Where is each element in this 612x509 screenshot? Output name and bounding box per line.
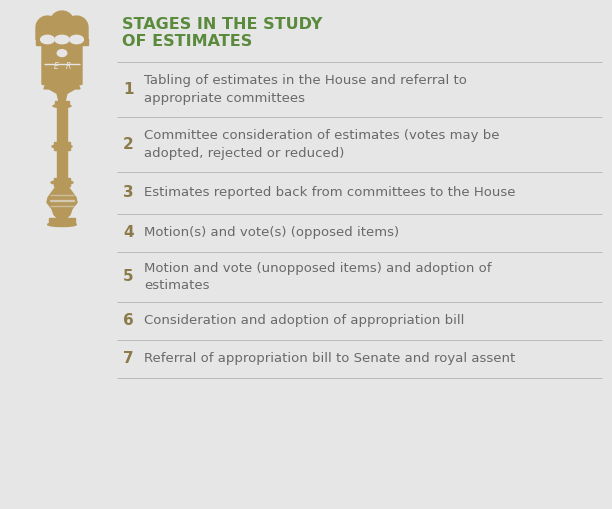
Text: Motion(s) and vote(s) (opposed items): Motion(s) and vote(s) (opposed items) bbox=[144, 227, 399, 240]
Bar bbox=[44, 64, 80, 65]
Ellipse shape bbox=[59, 38, 65, 41]
Text: Motion and vote (unopposed items) and adoption of
estimates: Motion and vote (unopposed items) and ad… bbox=[144, 262, 491, 292]
Bar bbox=[59, 16, 65, 17]
Text: Committee consideration of estimates (votes may be
adopted, rejected or reduced): Committee consideration of estimates (vo… bbox=[144, 129, 499, 160]
Polygon shape bbox=[44, 83, 80, 101]
Bar bbox=[49, 218, 75, 224]
Bar bbox=[61, 12, 62, 25]
Ellipse shape bbox=[55, 35, 69, 44]
Bar bbox=[50, 200, 74, 201]
Text: 6: 6 bbox=[123, 314, 134, 328]
Text: Referral of appropriation bill to Senate and royal assent: Referral of appropriation bill to Senate… bbox=[144, 353, 515, 365]
Text: 1: 1 bbox=[123, 82, 133, 97]
Polygon shape bbox=[47, 186, 77, 218]
Bar bbox=[54, 149, 70, 151]
Text: Estimates reported back from committees to the House: Estimates reported back from committees … bbox=[144, 186, 515, 200]
Text: 3: 3 bbox=[123, 185, 133, 201]
Text: 5: 5 bbox=[123, 269, 133, 285]
Text: 4: 4 bbox=[123, 225, 133, 240]
Text: R: R bbox=[65, 62, 70, 71]
Text: 7: 7 bbox=[123, 352, 133, 366]
Bar bbox=[57, 107, 67, 110]
Text: STAGES IN THE STUDY: STAGES IN THE STUDY bbox=[122, 17, 323, 32]
Bar bbox=[36, 40, 88, 45]
Text: E: E bbox=[54, 62, 58, 71]
Ellipse shape bbox=[70, 35, 83, 44]
Text: OF ESTIMATES: OF ESTIMATES bbox=[122, 35, 252, 49]
Bar bbox=[57, 110, 67, 143]
Bar bbox=[57, 151, 67, 179]
Ellipse shape bbox=[58, 50, 67, 56]
Text: 2: 2 bbox=[123, 137, 134, 152]
Text: Consideration and adoption of appropriation bill: Consideration and adoption of appropriat… bbox=[144, 315, 465, 327]
Ellipse shape bbox=[53, 104, 71, 107]
Polygon shape bbox=[36, 11, 88, 40]
Bar bbox=[54, 184, 70, 186]
Bar bbox=[50, 194, 74, 195]
Bar bbox=[54, 179, 70, 181]
Ellipse shape bbox=[48, 222, 76, 227]
Ellipse shape bbox=[51, 181, 73, 184]
Bar bbox=[54, 143, 70, 145]
Bar bbox=[55, 101, 69, 104]
Ellipse shape bbox=[52, 145, 72, 149]
Ellipse shape bbox=[40, 35, 54, 44]
FancyBboxPatch shape bbox=[42, 44, 82, 84]
Ellipse shape bbox=[39, 38, 44, 41]
Text: Tabling of estimates in the House and referral to
appropriate committees: Tabling of estimates in the House and re… bbox=[144, 74, 467, 105]
Ellipse shape bbox=[80, 38, 86, 41]
